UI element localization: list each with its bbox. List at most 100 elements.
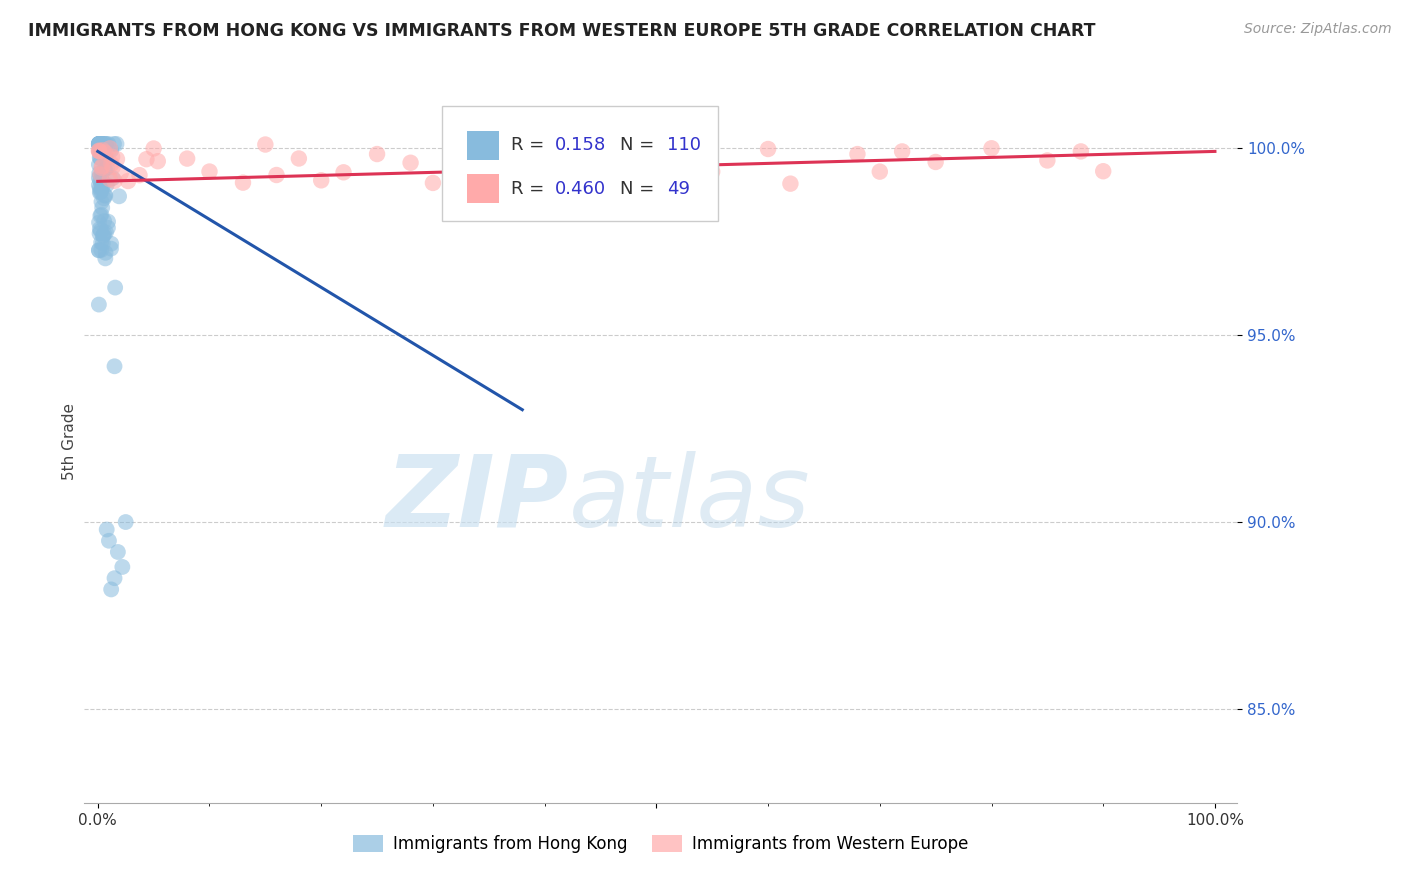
Point [288,152,311,166]
Bar [467,131,499,160]
Point [176,152,198,166]
Point [266,168,288,182]
Point [93,214,115,228]
Point [87,297,110,311]
Point [891,145,914,159]
Point [366,147,388,161]
Point [87,136,110,151]
Point [510,141,533,155]
Text: IMMIGRANTS FROM HONG KONG VS IMMIGRANTS FROM WESTERN EUROPE 5TH GRADE CORRELATIO: IMMIGRANTS FROM HONG KONG VS IMMIGRANTS … [28,22,1095,40]
Point [101,150,124,164]
Point [89,136,111,151]
Point [89,136,111,151]
Point [103,174,125,188]
Point [90,137,112,152]
Bar [467,174,499,203]
Point [89,151,111,165]
Point [89,186,111,200]
Text: 0.460: 0.460 [555,179,606,198]
Point [93,191,115,205]
Point [90,181,112,195]
Point [107,545,129,559]
Point [89,185,111,199]
Point [90,185,112,199]
Point [87,136,110,151]
Point [90,143,112,157]
Point [93,228,115,243]
Point [91,143,114,157]
Point [869,164,891,178]
Point [444,159,467,173]
Point [87,136,110,151]
Point [1070,145,1092,159]
Point [90,144,112,158]
Point [478,148,501,162]
Point [96,523,118,537]
Point [422,176,444,190]
Point [89,227,111,241]
Point [135,152,157,166]
Point [90,145,112,160]
Point [98,141,121,155]
Point [645,163,668,178]
Point [103,571,125,585]
Point [87,136,110,151]
Point [399,155,422,169]
Text: 49: 49 [666,179,689,198]
Point [924,155,946,169]
Point [96,161,118,175]
Point [980,141,1002,155]
Point [90,194,112,209]
Point [94,252,117,266]
Point [90,161,112,175]
Point [100,143,122,157]
Point [94,162,117,177]
Point [108,189,131,203]
Point [90,167,112,181]
Point [89,174,111,188]
Text: atlas: atlas [568,450,810,548]
Point [91,179,114,194]
Point [146,154,169,169]
Point [89,145,111,159]
Point [97,214,120,228]
FancyBboxPatch shape [441,105,718,221]
Point [90,136,112,151]
Point [90,136,112,151]
Point [89,209,111,223]
Point [105,136,128,151]
Text: ZIP: ZIP [385,450,568,548]
Point [589,162,612,177]
Point [89,136,111,151]
Point [89,222,111,236]
Point [128,168,150,182]
Point [103,359,125,374]
Point [91,236,114,251]
Point [97,136,120,151]
Point [90,136,112,151]
Point [623,155,645,169]
Point [91,201,114,215]
Point [87,136,110,151]
Point [93,188,115,202]
Point [87,215,110,229]
Point [90,168,112,182]
Point [100,157,122,171]
Point [332,165,354,179]
Point [232,176,254,190]
Point [105,152,128,166]
Point [90,208,112,222]
Point [93,144,115,158]
Point [90,224,112,238]
Point [101,160,124,174]
Point [94,188,117,202]
Point [90,136,112,151]
Point [100,242,122,256]
Point [309,173,332,187]
Point [90,136,112,151]
Point [111,560,134,574]
Point [90,243,112,257]
Point [87,244,110,258]
Point [846,147,869,161]
Point [94,151,117,165]
